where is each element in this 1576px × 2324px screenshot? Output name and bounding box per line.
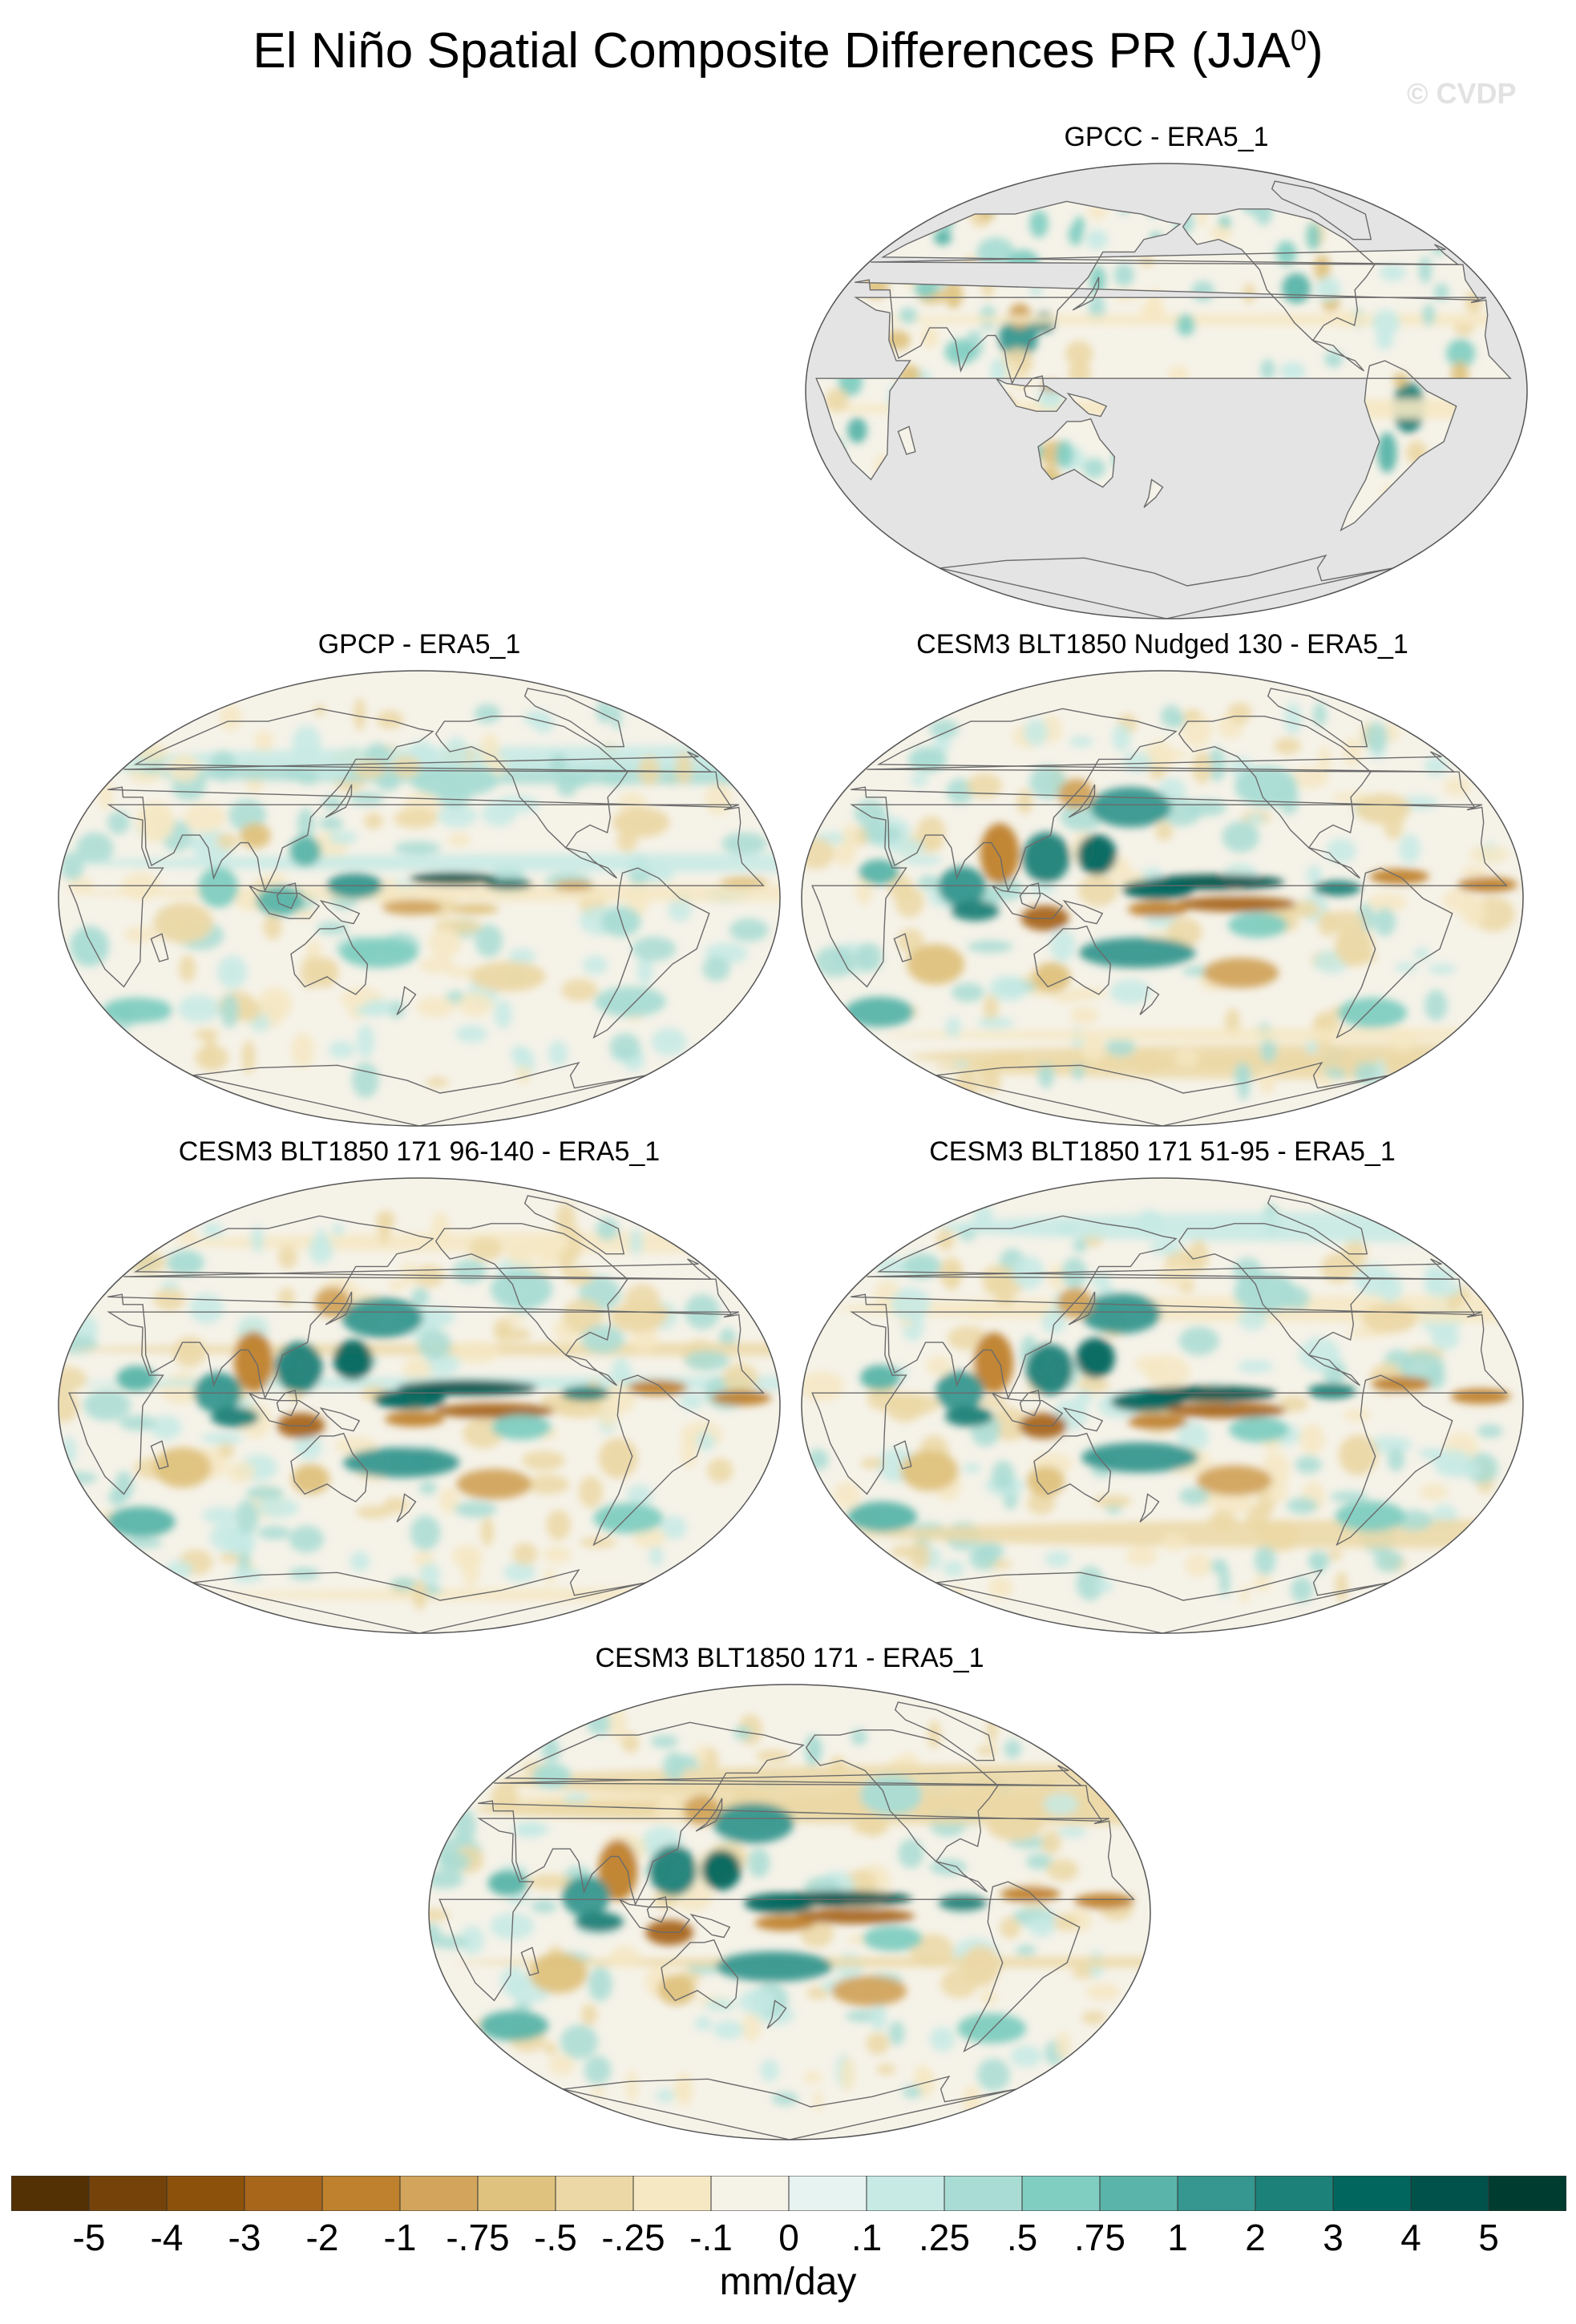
colorbar-tick-label: -2 [305, 2217, 339, 2258]
map-panel-gpcc: GPCC - ERA5_1 [802, 122, 1531, 619]
map [58, 1177, 781, 1634]
colorbar-tick-label: -.1 [689, 2217, 733, 2258]
map-panel-171: CESM3 BLT1850 171 - ERA5_1 [425, 1643, 1154, 2140]
colorbar-tick-label: -4 [150, 2217, 184, 2258]
colorbar-swatch [788, 2176, 867, 2211]
map [428, 1684, 1151, 2140]
colorbar-swatch [555, 2176, 634, 2211]
colorbar-tick-label: 4 [1400, 2217, 1421, 2258]
colorbar-swatch [944, 2176, 1023, 2211]
colorbar [11, 2176, 1566, 2211]
colorbar-swatch [477, 2176, 556, 2211]
colorbar-swatch [866, 2176, 945, 2211]
colorbar-swatch [244, 2176, 323, 2211]
panel-title: CESM3 BLT1850 171 51-95 - ERA5_1 [929, 1136, 1396, 1167]
colorbar-swatch [1332, 2176, 1412, 2211]
colorbar-swatch [1410, 2176, 1489, 2211]
colorbar-swatch [399, 2176, 479, 2211]
map-panel-171-96-140: CESM3 BLT1850 171 96-140 - ERA5_1 [55, 1136, 784, 1634]
colorbar-swatch [710, 2176, 790, 2211]
colorbar-swatch [1021, 2176, 1101, 2211]
map [801, 670, 1524, 1127]
panel-title: GPCP - ERA5_1 [317, 629, 521, 660]
panel-title: GPCC - ERA5_1 [1064, 122, 1269, 152]
colorbar-swatch [632, 2176, 712, 2211]
colorbar-tick-label: .1 [851, 2217, 883, 2258]
colorbar-swatch [1099, 2176, 1178, 2211]
colorbar-swatch [1255, 2176, 1334, 2211]
colorbar-tick-label: -.75 [446, 2217, 510, 2258]
colorbar-tick-label: 1 [1167, 2217, 1188, 2258]
colorbar-tick-label: -.25 [601, 2217, 665, 2258]
colorbar-tick-label: 2 [1245, 2217, 1266, 2258]
map [805, 163, 1528, 619]
colorbar-tick-label: 0 [778, 2217, 799, 2258]
map-panel-nudged-130: CESM3 BLT1850 Nudged 130 - ERA5_1 [798, 629, 1527, 1127]
colorbar-swatch [321, 2176, 401, 2211]
colorbar-tick-label: -.5 [534, 2217, 577, 2258]
panel-title: CESM3 BLT1850 171 - ERA5_1 [595, 1643, 984, 1673]
watermark: © CVDP [1407, 77, 1517, 110]
map-panel-171-51-95: CESM3 BLT1850 171 51-95 - ERA5_1 [798, 1136, 1527, 1634]
colorbar-tick-label: .75 [1074, 2217, 1125, 2258]
colorbar-tick-label: -3 [228, 2217, 261, 2258]
colorbar-swatch [88, 2176, 168, 2211]
map [58, 670, 781, 1127]
colorbar-tick-label: -5 [72, 2217, 106, 2258]
colorbar-tick-label: .5 [1006, 2217, 1038, 2258]
colorbar-tick-label: .25 [919, 2217, 970, 2258]
colorbar-tick-label: -1 [383, 2217, 417, 2258]
panel-title: CESM3 BLT1850 Nudged 130 - ERA5_1 [916, 629, 1408, 660]
panel-title: CESM3 BLT1850 171 96-140 - ERA5_1 [178, 1136, 661, 1167]
figure-title: El Niño Spatial Composite Differences PR… [253, 23, 1323, 79]
colorbar-swatch [1488, 2176, 1566, 2211]
colorbar-tick-label: 3 [1323, 2217, 1344, 2258]
colorbar-swatch [11, 2176, 90, 2211]
map [801, 1177, 1524, 1634]
colorbar-swatch [1177, 2176, 1256, 2211]
map-panel-gpcp: GPCP - ERA5_1 [55, 629, 784, 1127]
colorbar-tick-label: 5 [1478, 2217, 1499, 2258]
colorbar-units: mm/day [719, 2261, 857, 2303]
colorbar-swatch [166, 2176, 245, 2211]
